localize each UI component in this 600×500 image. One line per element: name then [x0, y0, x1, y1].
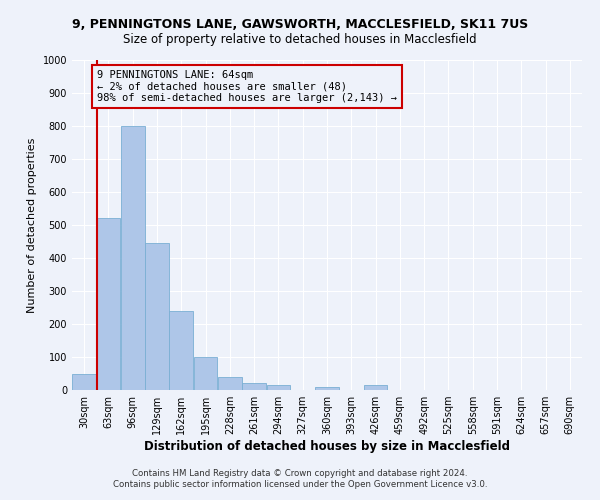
Bar [97, 218, 120, 390]
Bar [364, 385, 388, 390]
Bar [266, 385, 290, 390]
Bar [242, 382, 266, 390]
Bar [145, 243, 169, 390]
Text: 9 PENNINGTONS LANE: 64sqm
← 2% of detached houses are smaller (48)
98% of semi-d: 9 PENNINGTONS LANE: 64sqm ← 2% of detach… [97, 70, 397, 103]
Bar [194, 357, 217, 390]
Text: Contains HM Land Registry data © Crown copyright and database right 2024.: Contains HM Land Registry data © Crown c… [132, 468, 468, 477]
Bar [121, 126, 145, 390]
Text: Size of property relative to detached houses in Macclesfield: Size of property relative to detached ho… [123, 32, 477, 46]
Text: 9, PENNINGTONS LANE, GAWSWORTH, MACCLESFIELD, SK11 7US: 9, PENNINGTONS LANE, GAWSWORTH, MACCLESF… [72, 18, 528, 30]
Bar [218, 377, 242, 390]
Y-axis label: Number of detached properties: Number of detached properties [27, 138, 37, 312]
Text: Contains public sector information licensed under the Open Government Licence v3: Contains public sector information licen… [113, 480, 487, 489]
Bar [315, 386, 339, 390]
X-axis label: Distribution of detached houses by size in Macclesfield: Distribution of detached houses by size … [144, 440, 510, 453]
Bar [169, 311, 193, 390]
Bar [72, 374, 96, 390]
